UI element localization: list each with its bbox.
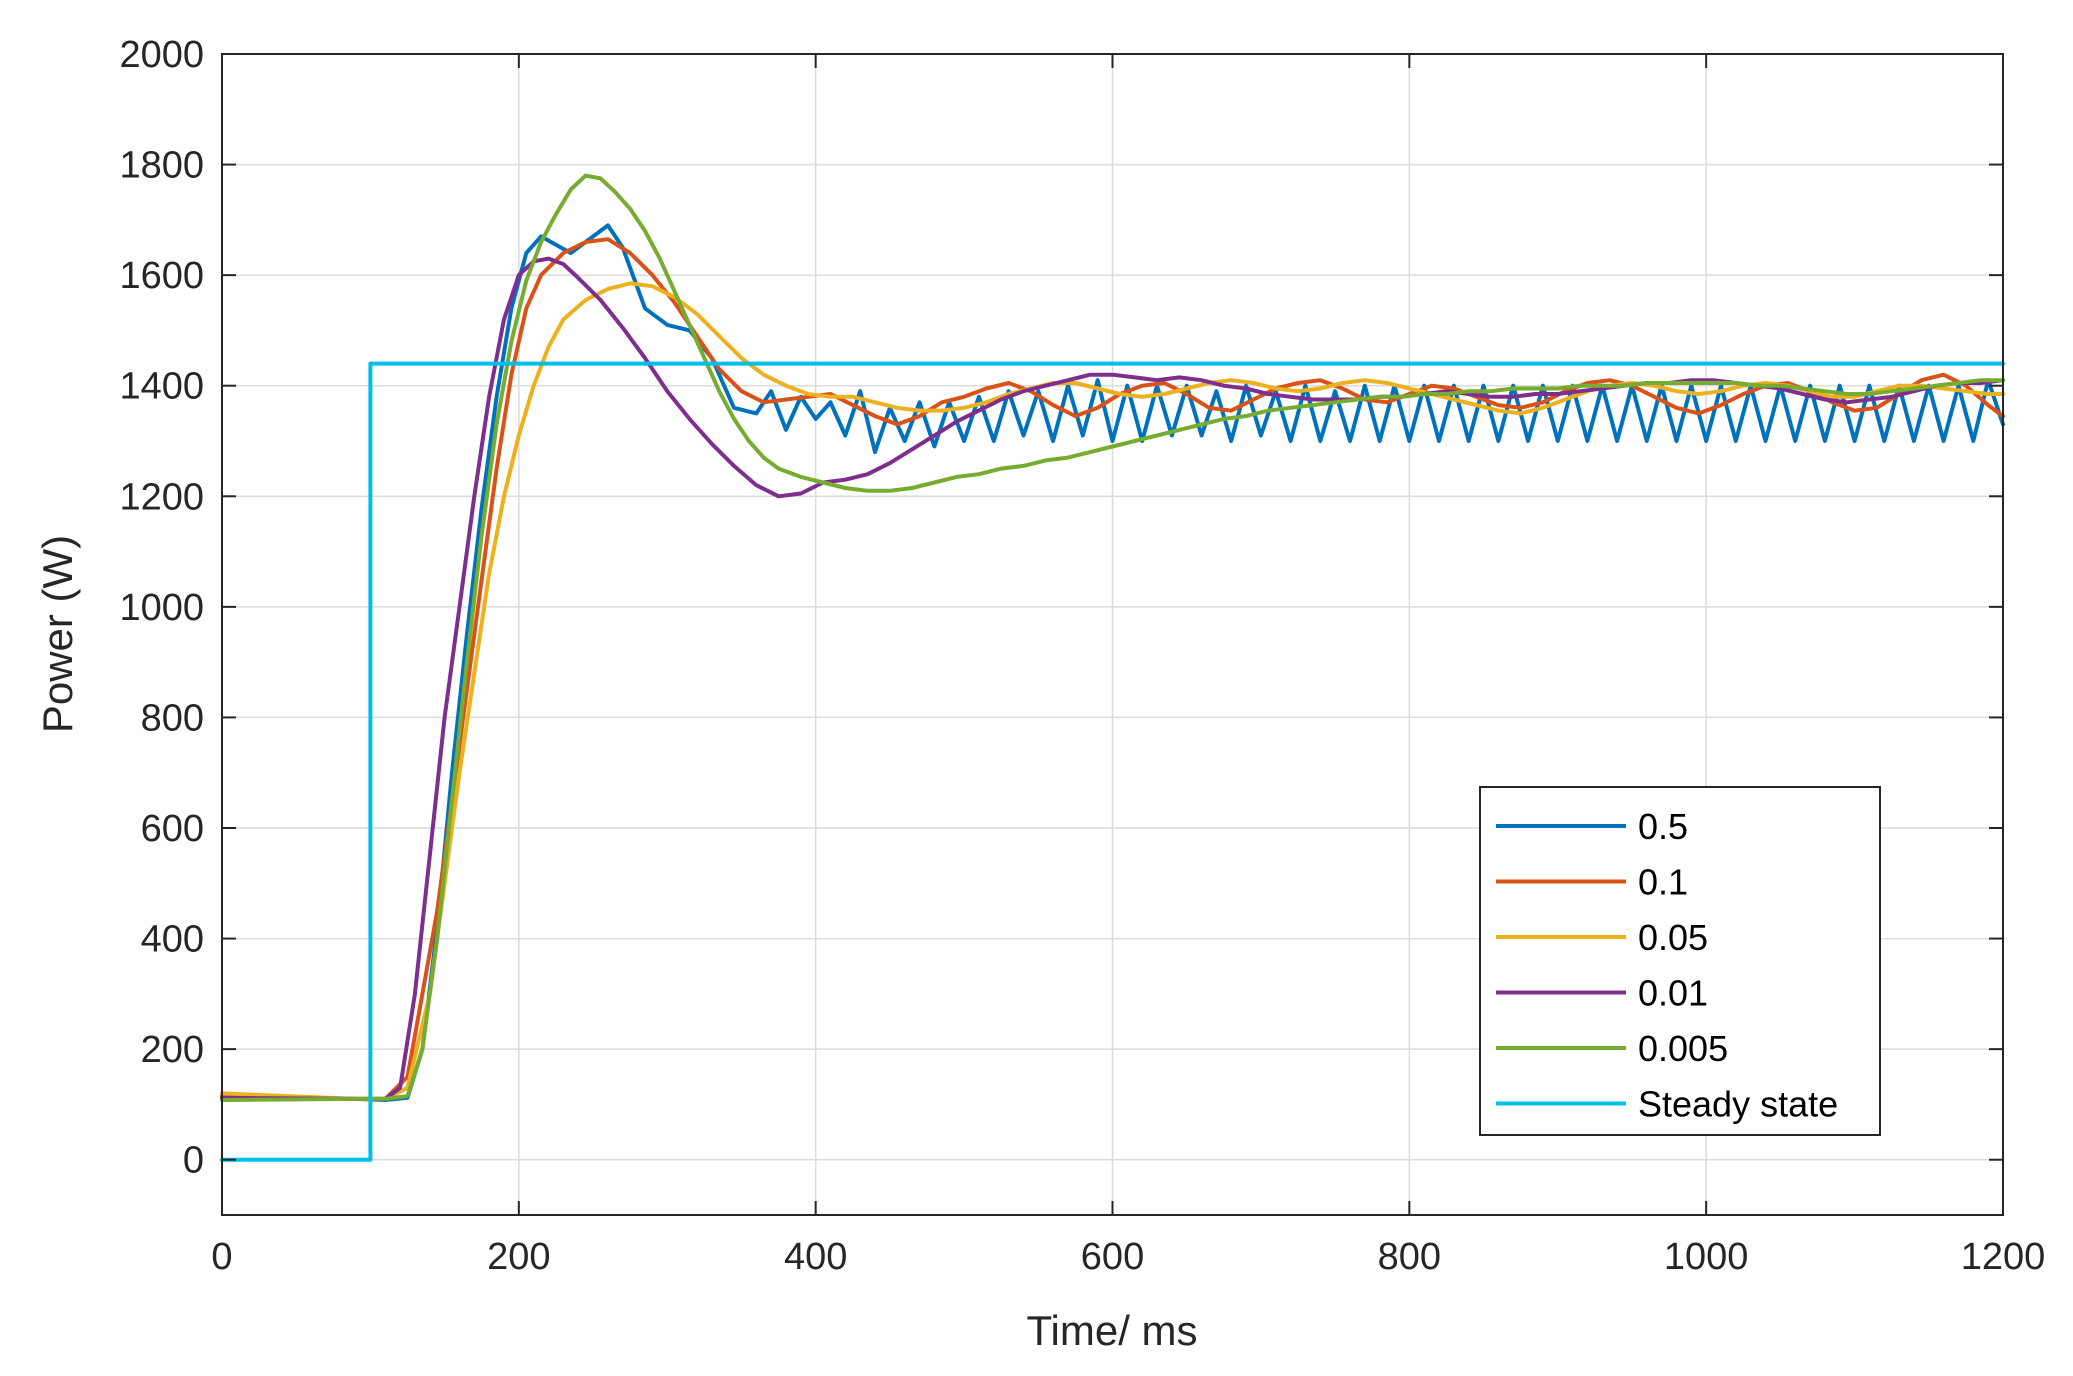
y-tick-label: 1600 bbox=[119, 255, 204, 297]
x-tick-label: 800 bbox=[1378, 1236, 1441, 1278]
x-tick-label: 600 bbox=[1081, 1236, 1144, 1278]
series-line-0-005 bbox=[220, 173, 2005, 1102]
y-tick-label: 400 bbox=[141, 919, 204, 961]
y-tick-label: 200 bbox=[141, 1029, 204, 1071]
x-tick-label: 1000 bbox=[1664, 1236, 1749, 1278]
x-axis-title: Time/ ms bbox=[1026, 1307, 1197, 1354]
series-line-0-5 bbox=[220, 223, 2005, 1102]
legend-item: 0.05 bbox=[1496, 917, 1708, 958]
legend-label: 0.005 bbox=[1638, 1028, 1728, 1069]
legend-item: 0.01 bbox=[1496, 973, 1708, 1014]
legend-label: Steady state bbox=[1638, 1084, 1838, 1125]
y-axis-title: Power (W) bbox=[34, 535, 81, 733]
legend: 0.5 0.1 0.05 0.01 0.005 Steady state bbox=[1479, 786, 1881, 1136]
y-tick-label: 1000 bbox=[119, 587, 204, 629]
y-tick-label: 1800 bbox=[119, 145, 204, 187]
legend-box bbox=[1479, 786, 1881, 1136]
series-line-0-01 bbox=[220, 256, 2005, 1101]
y-tick-label: 600 bbox=[141, 808, 204, 850]
series-line-0-05 bbox=[220, 281, 2005, 1101]
x-tick-label: 1200 bbox=[1961, 1236, 2046, 1278]
legend-item: Steady state bbox=[1496, 1084, 1838, 1125]
legend-label: 0.5 bbox=[1638, 806, 1688, 847]
y-tick-label: 2000 bbox=[119, 34, 204, 76]
x-axis-ticks: 0 200 400 600 800 1000 1200 bbox=[211, 54, 2045, 1278]
y-tick-label: 1400 bbox=[119, 366, 204, 408]
legend-item: 0.005 bbox=[1496, 1028, 1728, 1069]
y-tick-label: 0 bbox=[183, 1140, 204, 1182]
legend-label: 0.1 bbox=[1638, 862, 1688, 903]
series-line-0-1 bbox=[220, 237, 2005, 1101]
y-tick-label: 800 bbox=[141, 697, 204, 739]
x-tick-label: 0 bbox=[211, 1236, 232, 1278]
legend-label: 0.05 bbox=[1638, 917, 1708, 958]
x-tick-label: 200 bbox=[487, 1236, 550, 1278]
y-axis-ticks: 0 200 400 600 800 1000 1200 1400 1600 1800 2000 bbox=[119, 34, 2003, 1182]
series-line-steady-state bbox=[220, 361, 2005, 1162]
legend-label: 0.01 bbox=[1638, 973, 1708, 1014]
x-tick-label: 400 bbox=[784, 1236, 847, 1278]
legend-item: 0.5 bbox=[1496, 806, 1688, 847]
series-lines bbox=[220, 173, 2005, 1162]
y-tick-label: 1200 bbox=[119, 476, 204, 518]
legend-item: 0.1 bbox=[1496, 862, 1688, 903]
